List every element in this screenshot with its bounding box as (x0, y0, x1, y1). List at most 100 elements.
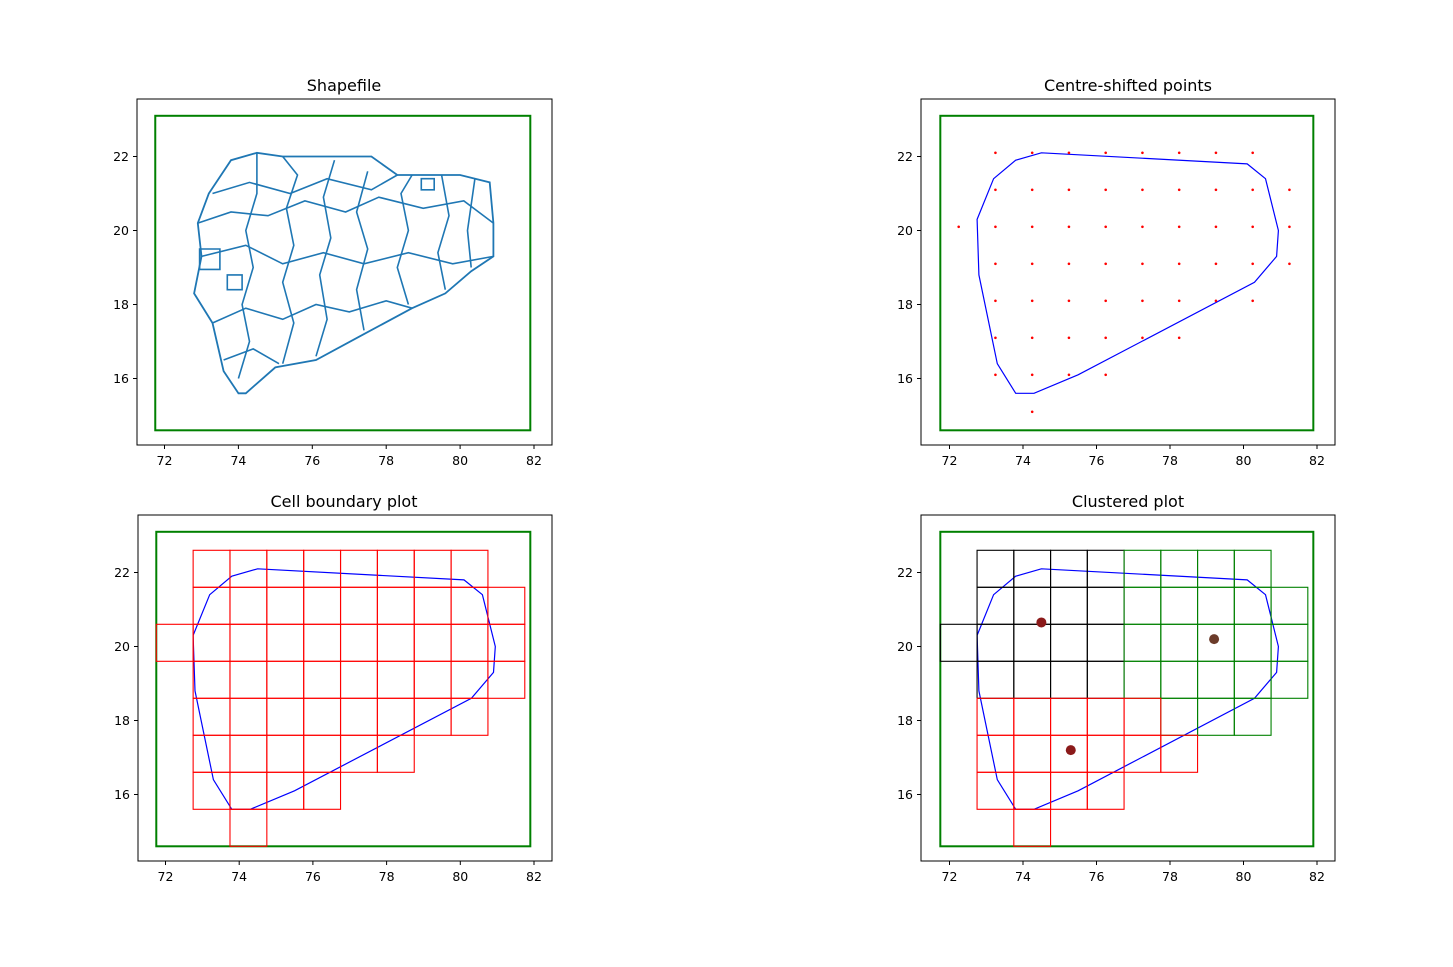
grid-cell (413, 623, 452, 662)
cluster-cell-green (1197, 660, 1235, 699)
panel-cell-boundary: Cell boundary plot 72 74 76 78 80 82 16 18 20 22 (114, 492, 553, 884)
centre-point (994, 188, 997, 192)
centre-point (1104, 336, 1107, 340)
bounding-frame (155, 530, 532, 848)
grid-cell (376, 586, 415, 625)
panel-centre-shifted: Centre-shifted points 72 74 76 78 80 82 16 18 20… (897, 76, 1336, 468)
y-tick-label: 22 (897, 565, 913, 580)
y-tick-label: 16 (897, 371, 913, 386)
y-tick-label: 18 (897, 713, 913, 728)
cluster-cell-green (1197, 549, 1235, 588)
centre-point (1214, 299, 1218, 303)
grid-cell (487, 660, 526, 699)
y-tick-label: 22 (113, 149, 129, 164)
cluster-cell-red (1013, 771, 1052, 810)
cluster-cell-green (1233, 549, 1272, 588)
grid-cell (413, 549, 452, 588)
cluster-cell-green (1197, 697, 1235, 736)
centre-point (957, 225, 960, 229)
x-tick-label: 74 (1015, 869, 1031, 884)
cluster-cell-black (1086, 586, 1125, 625)
grid-cell (303, 549, 342, 588)
centre-point (1104, 262, 1107, 266)
centre-point (994, 225, 997, 229)
district-boundary (212, 174, 398, 195)
x-tick-label: 74 (230, 453, 246, 468)
y-tick-label: 22 (114, 565, 130, 580)
y-tick-label: 20 (113, 223, 129, 238)
cluster-cell-black (976, 660, 1015, 699)
centre-point (1030, 299, 1034, 303)
grid-cell (303, 660, 342, 699)
y-tick-label: 20 (897, 639, 913, 654)
grid-cell (413, 586, 452, 625)
cluster-cell-green (1270, 586, 1309, 625)
convex-hull (976, 568, 1280, 810)
enclave-boundary (198, 248, 221, 271)
cluster-cell-red (1050, 697, 1088, 736)
x-tick-label: 74 (1015, 453, 1031, 468)
cluster-cell-black (1086, 623, 1125, 662)
grid-cell (229, 660, 268, 699)
cluster-cell-green (1270, 660, 1309, 699)
cluster-cell-green (1233, 697, 1272, 736)
centre-point (1251, 225, 1254, 229)
centre-point (1067, 262, 1071, 266)
district-boundary (281, 156, 299, 364)
x-tick-label: 82 (1309, 869, 1325, 884)
centre-point (1141, 336, 1144, 340)
panel-title-shapefile: Shapefile (307, 76, 381, 95)
cluster-cell-black (939, 623, 978, 662)
x-tick-label: 72 (157, 453, 173, 468)
grid-cell (376, 623, 415, 662)
grid-cell (339, 623, 378, 662)
y-tick-label: 18 (113, 297, 129, 312)
grid-cell (450, 586, 489, 625)
enclave-boundary (226, 274, 243, 291)
grid-cell (303, 734, 342, 773)
centre-point (1067, 188, 1071, 192)
cluster-cell-red (976, 697, 1015, 736)
convex-hull (192, 568, 496, 810)
grid-cell (339, 660, 378, 699)
x-tick-label: 76 (1089, 869, 1105, 884)
x-tick-label: 78 (1162, 453, 1178, 468)
cluster-cell-green (1160, 697, 1199, 736)
cluster-cell-red (1160, 734, 1199, 773)
cluster-cell-black (976, 623, 1015, 662)
cluster-cell-red (976, 734, 1015, 773)
grid-cell (229, 697, 268, 736)
x-tick-label: 82 (526, 869, 542, 884)
grid-cell (339, 734, 378, 773)
centre-point (1214, 188, 1218, 192)
district-boundary (355, 171, 369, 331)
cluster-cell-red (1013, 697, 1052, 736)
grid-cell (450, 660, 489, 699)
centre-point (1251, 262, 1254, 266)
centre-point (1104, 225, 1107, 229)
y-tick-label: 20 (897, 223, 913, 238)
grid-cell (413, 660, 452, 699)
x-tick-label: 80 (452, 453, 468, 468)
panel-title-cell-boundary: Cell boundary plot (271, 492, 418, 511)
centre-point (1177, 188, 1181, 192)
district-boundary (466, 178, 476, 268)
grid-cell (339, 586, 378, 625)
grid-cell (266, 586, 305, 625)
cluster-cell-black (1050, 549, 1088, 588)
centre-point (1030, 225, 1034, 229)
x-tick-label: 72 (942, 453, 958, 468)
cluster-cell-red (1123, 697, 1162, 736)
x-tick-label: 72 (942, 869, 958, 884)
grid-cell (339, 697, 378, 736)
district-boundary (437, 174, 450, 290)
grid-cell (229, 771, 268, 810)
y-tick-label: 22 (897, 149, 913, 164)
axes-box-centre-shifted (920, 98, 1336, 446)
panel-shapefile: Shapefile 72 74 76 78 80 82 16 18 20 22 (113, 76, 553, 468)
bounding-frame (154, 114, 532, 432)
centre-point (1104, 373, 1107, 377)
cluster-cell-green (1160, 549, 1199, 588)
centre-point (1214, 262, 1218, 266)
